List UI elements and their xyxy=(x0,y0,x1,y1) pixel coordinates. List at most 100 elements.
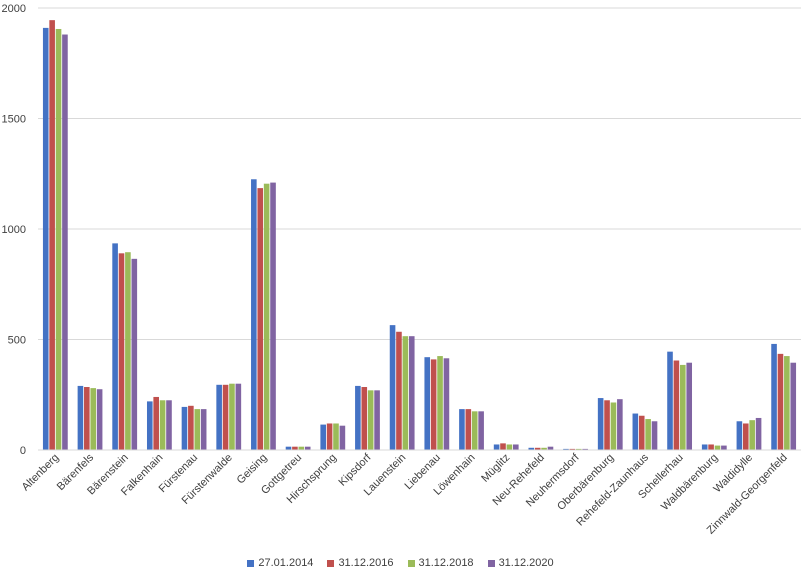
bar xyxy=(292,446,298,450)
bar xyxy=(396,331,402,450)
bar xyxy=(638,415,645,450)
legend-label: 27.01.2014 xyxy=(258,557,314,569)
bar xyxy=(563,448,569,450)
bar xyxy=(188,405,194,450)
bar xyxy=(755,417,762,450)
bar xyxy=(326,423,333,450)
bar xyxy=(513,444,519,450)
bar xyxy=(367,390,374,450)
bar xyxy=(200,409,207,450)
bar xyxy=(528,447,535,450)
bar xyxy=(222,384,229,450)
bar xyxy=(361,387,368,450)
bars xyxy=(42,20,797,451)
bar xyxy=(604,400,610,450)
bar xyxy=(131,258,138,450)
bar xyxy=(285,446,292,450)
y-tick-label: 500 xyxy=(8,335,26,347)
bar xyxy=(159,400,166,450)
bar xyxy=(333,423,339,450)
bar xyxy=(667,351,673,450)
bar xyxy=(96,389,103,450)
bar xyxy=(84,387,90,450)
bar xyxy=(42,27,49,450)
bar xyxy=(408,336,415,450)
bar xyxy=(610,402,617,450)
bar xyxy=(736,421,743,450)
bar xyxy=(229,383,235,450)
bar xyxy=(582,448,588,450)
legend-swatch xyxy=(327,559,335,567)
bar xyxy=(153,396,159,450)
y-tick-label: 1500 xyxy=(2,114,26,126)
bar xyxy=(465,409,472,450)
bar xyxy=(437,356,443,450)
bar xyxy=(62,34,68,451)
bar xyxy=(790,362,797,450)
bar xyxy=(77,385,84,450)
bar xyxy=(90,388,97,450)
bar xyxy=(784,356,790,450)
legend-swatch xyxy=(487,559,495,567)
bar xyxy=(257,188,264,451)
bar xyxy=(459,409,465,450)
bar xyxy=(597,398,604,450)
bar xyxy=(541,447,547,450)
bar xyxy=(389,325,396,450)
legend-label: 31.12.2018 xyxy=(418,557,474,569)
legend-item: 31.12.2016 xyxy=(327,557,394,569)
legend-label: 31.12.2020 xyxy=(498,557,554,569)
bar xyxy=(673,360,680,450)
x-tick-label: Geising xyxy=(235,452,270,487)
y-tick-label: 0 xyxy=(20,445,26,457)
bar xyxy=(424,357,431,450)
bar xyxy=(235,383,242,450)
legend-swatch xyxy=(407,559,415,567)
bar xyxy=(118,253,125,450)
bar xyxy=(304,446,311,450)
bar xyxy=(55,28,62,451)
bar xyxy=(320,424,326,450)
bar xyxy=(680,364,686,450)
bar xyxy=(506,444,513,450)
bar xyxy=(534,447,541,450)
legend-swatch xyxy=(247,559,255,567)
x-tick-label: Müglitz xyxy=(479,452,512,485)
bar xyxy=(569,448,576,450)
bar xyxy=(270,182,276,450)
bar xyxy=(686,362,693,450)
bar xyxy=(339,425,346,450)
bar xyxy=(194,409,201,450)
bar xyxy=(112,243,118,450)
bar xyxy=(166,400,172,450)
legend-item: 27.01.2014 xyxy=(247,557,313,569)
bar xyxy=(721,445,727,450)
bar xyxy=(181,406,188,450)
bar xyxy=(617,399,623,450)
bar xyxy=(125,252,131,450)
bar xyxy=(355,385,361,450)
legend: 27.01.2014 31.12.2016 31.12.2018 31.12.2020 xyxy=(0,557,801,569)
legend-label: 31.12.2016 xyxy=(338,557,394,569)
bar xyxy=(777,353,784,450)
legend-item: 31.12.2020 xyxy=(487,557,554,569)
bar xyxy=(216,384,222,450)
bar xyxy=(742,423,749,450)
bar xyxy=(493,444,500,450)
bar xyxy=(430,359,437,450)
bar xyxy=(771,343,777,450)
y-axis-ticks: 0 500 1000 1500 2000 xyxy=(2,3,26,457)
bar xyxy=(49,20,55,451)
bar xyxy=(547,446,554,450)
bar xyxy=(478,411,484,450)
bar xyxy=(402,336,409,450)
gridlines xyxy=(38,7,801,340)
bar xyxy=(701,444,708,450)
bar xyxy=(443,358,450,450)
bar xyxy=(651,421,658,450)
bar xyxy=(575,448,582,450)
bar xyxy=(263,183,270,450)
bar xyxy=(298,446,305,450)
